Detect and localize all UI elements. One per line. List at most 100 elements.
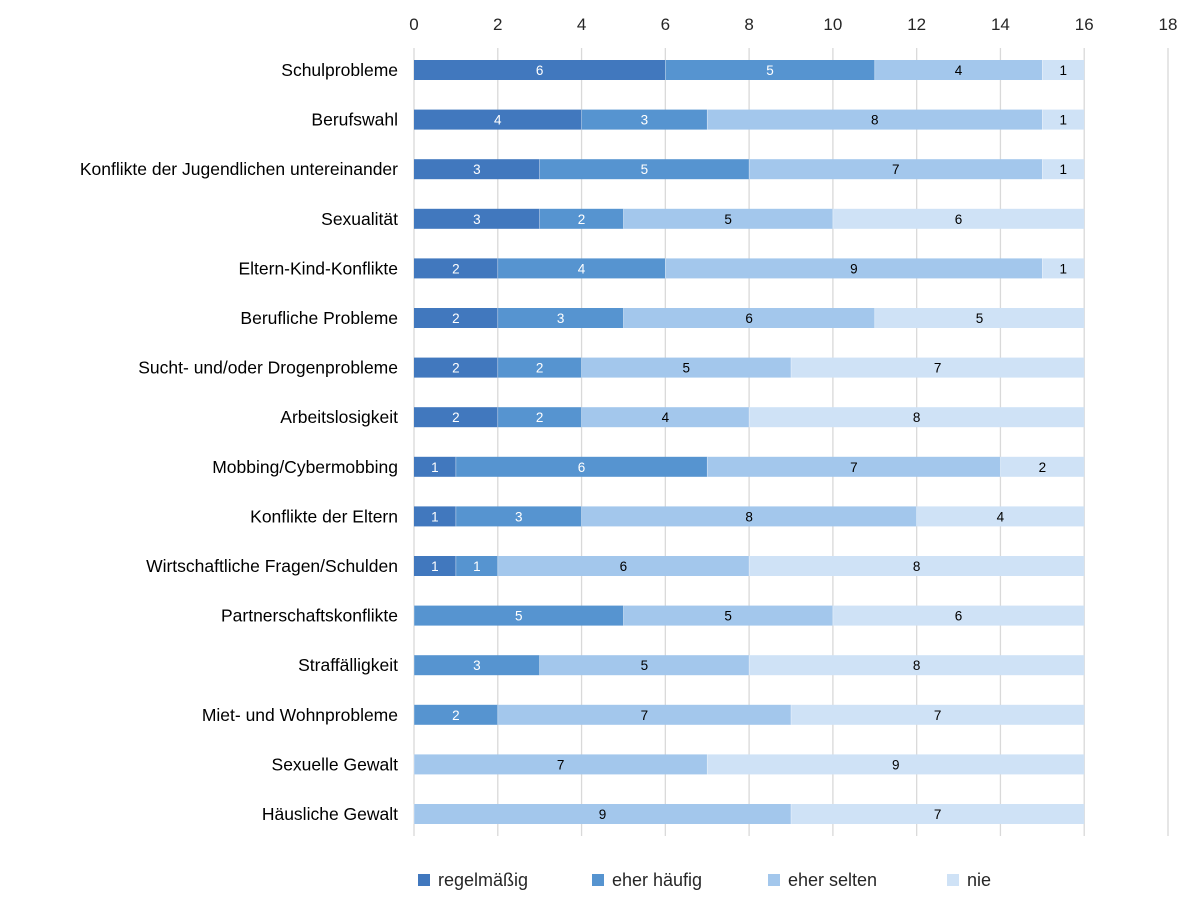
data-label: 1 — [1060, 113, 1068, 128]
data-label: 8 — [871, 113, 879, 128]
data-label: 7 — [850, 460, 858, 475]
bar-segment — [414, 456, 456, 477]
category-label: Berufliche Probleme — [240, 308, 398, 328]
bar-segment — [874, 60, 1043, 80]
data-label: 4 — [494, 113, 502, 128]
bar-segment — [749, 556, 1085, 576]
bars: 6 5 4 14 3 8 13 5 7 13 2 5 62 4 9 12 3 6 52 2 5 72 2 4 81 6 7 21 3 8 4… — [413, 60, 1085, 824]
bar-segment — [832, 208, 1085, 229]
data-label: 9 — [599, 807, 607, 822]
data-label: 5 — [976, 311, 984, 326]
bar-segment — [874, 308, 1085, 328]
bar-segment — [414, 208, 540, 229]
data-label: 7 — [641, 708, 649, 723]
category-label: Häusliche Gewalt — [262, 804, 398, 824]
category-label: Schulprobleme — [281, 60, 398, 80]
category-label: Miet- und Wohnprobleme — [202, 705, 398, 725]
data-label: 7 — [934, 708, 942, 723]
data-label: 2 — [452, 361, 460, 376]
bar-segment — [497, 556, 750, 576]
bar-segment — [497, 407, 582, 428]
data-label: 9 — [892, 757, 900, 772]
bar-segment — [916, 506, 1085, 527]
data-label: 2 — [452, 410, 460, 425]
x-tick-label: 8 — [744, 15, 753, 34]
data-label: 5 — [683, 361, 691, 376]
x-axis-ticks: 0 2 4 6 8 10 12 14 16 18 — [409, 15, 1177, 34]
bar-segment — [414, 506, 456, 527]
category-label: Eltern-Kind-Konflikte — [238, 258, 398, 278]
data-label: 6 — [955, 212, 963, 227]
category-label: Straffälligkeit — [298, 655, 398, 675]
data-label: 6 — [578, 460, 586, 475]
data-label: 8 — [745, 509, 753, 524]
data-label: 5 — [724, 609, 732, 624]
bar-segment — [1042, 60, 1085, 80]
bar-segment — [581, 357, 791, 378]
data-label: 8 — [913, 658, 921, 673]
data-label: 3 — [473, 658, 481, 673]
category-label: Sexuelle Gewalt — [272, 754, 399, 774]
x-tick-label: 12 — [907, 15, 926, 34]
data-label: 6 — [745, 311, 753, 326]
data-label: 1 — [431, 559, 439, 574]
bar-segment — [791, 804, 1085, 824]
data-label: 5 — [515, 609, 523, 624]
legend-swatch — [768, 874, 780, 886]
bar-segment — [832, 605, 1085, 626]
data-label: 5 — [766, 63, 774, 78]
bar-segment — [1042, 159, 1085, 180]
data-label: 1 — [431, 460, 439, 475]
x-tick-label: 10 — [823, 15, 842, 34]
bar-segment — [414, 704, 498, 725]
bar-segment — [497, 308, 624, 328]
data-label: 4 — [662, 410, 670, 425]
bar-segment — [539, 159, 750, 180]
category-label: Partnerschaftskonflikte — [221, 606, 398, 626]
bar-segment — [414, 60, 666, 80]
bar-segment — [414, 159, 540, 180]
data-label: 1 — [431, 509, 439, 524]
bar-segment — [414, 407, 498, 428]
data-label: 7 — [934, 361, 942, 376]
category-label: Konflikte der Jugendlichen untereinander — [80, 159, 398, 179]
bar-segment — [414, 754, 708, 775]
data-label: 8 — [913, 410, 921, 425]
legend-label: regelmäßig — [438, 870, 528, 890]
bar-segment — [749, 655, 1085, 676]
category-label: Wirtschaftliche Fragen/Schulden — [146, 556, 398, 576]
data-label: 6 — [536, 63, 544, 78]
x-tick-label: 14 — [991, 15, 1010, 34]
legend-swatch — [592, 874, 604, 886]
data-label: 4 — [955, 63, 963, 78]
legend-label: nie — [967, 870, 991, 890]
bar-segment — [414, 357, 498, 378]
data-label: 1 — [1060, 162, 1068, 177]
x-tick-label: 4 — [577, 15, 586, 34]
bar-segment — [707, 109, 1043, 130]
data-label: 3 — [473, 162, 481, 177]
x-tick-label: 0 — [409, 15, 418, 34]
bar-segment — [539, 655, 750, 676]
category-label: Konflikte der Eltern — [250, 506, 398, 526]
data-label: 9 — [850, 261, 858, 276]
category-label: Sexualität — [321, 209, 398, 229]
bar-segment — [539, 208, 624, 229]
bar-segment — [1000, 456, 1085, 477]
data-label: 8 — [913, 559, 921, 574]
x-tick-label: 16 — [1075, 15, 1094, 34]
data-label: 7 — [892, 162, 900, 177]
data-label: 3 — [557, 311, 565, 326]
data-label: 2 — [452, 708, 460, 723]
bar-segment — [414, 655, 540, 676]
bar-segment — [414, 605, 624, 626]
bar-segment — [497, 704, 791, 725]
bar-segment — [414, 109, 582, 130]
category-label: Mobbing/Cybermobbing — [212, 457, 398, 477]
bar-segment — [749, 159, 1043, 180]
bar-segment — [455, 456, 708, 477]
bar-segment — [707, 456, 1001, 477]
data-label: 4 — [578, 261, 586, 276]
gridlines — [413, 48, 1169, 836]
